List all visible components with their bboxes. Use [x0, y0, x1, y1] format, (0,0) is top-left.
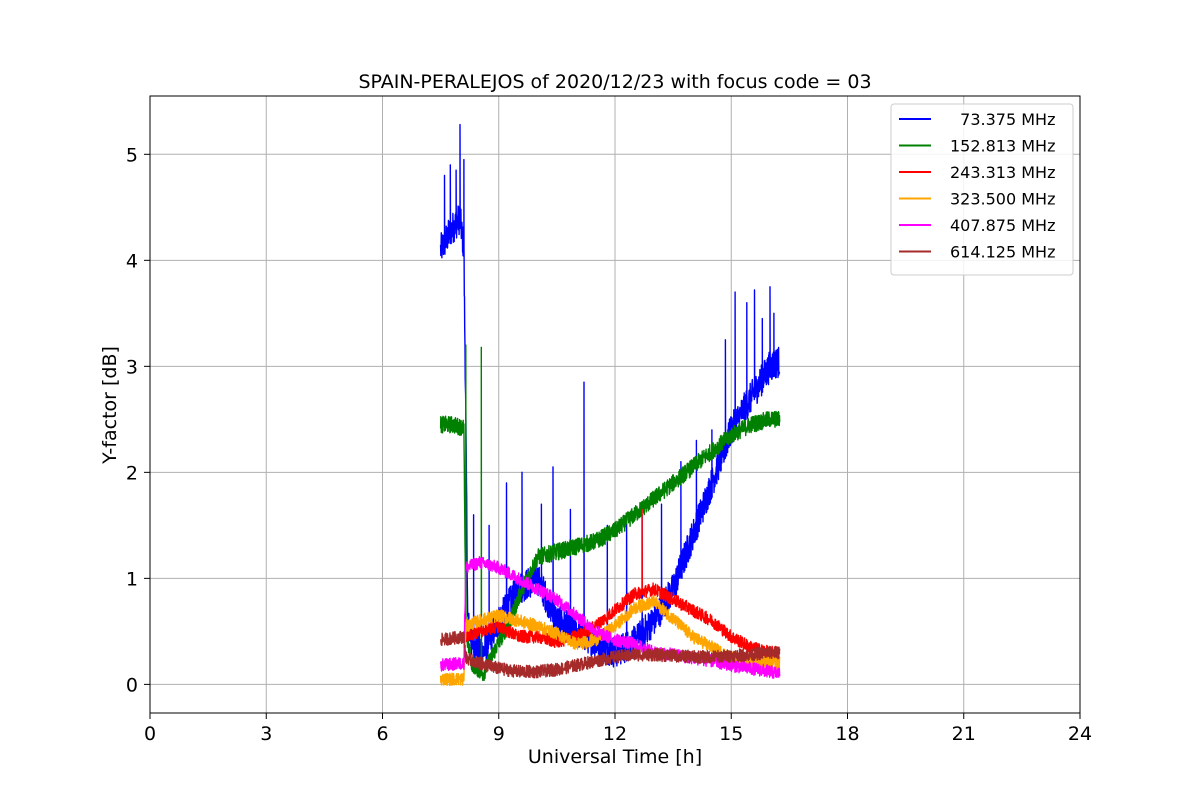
x-tick-label: 24: [1068, 723, 1092, 745]
x-tick-label: 21: [952, 723, 976, 745]
y-tick-label: 2: [126, 462, 138, 484]
series-line: [465, 508, 781, 659]
x-tick-label: 0: [144, 723, 156, 745]
x-tick-label: 18: [835, 723, 859, 745]
x-axis-label: Universal Time [h]: [528, 746, 702, 768]
chart-title: SPAIN-PERALEJOS of 2020/12/23 with focus…: [358, 71, 871, 93]
x-axis: 0 3 6 9 12 15 18 21 24: [144, 713, 1092, 745]
x-tick-label: 15: [719, 723, 743, 745]
legend-label: 323.500 MHz: [950, 190, 1055, 209]
x-tick-label: 6: [376, 723, 388, 745]
series-line: [439, 123, 781, 668]
y-axis-label: Y-factor [dB]: [99, 346, 121, 465]
y-tick-label: 3: [126, 356, 138, 378]
legend: 73.375 MHz 152.813 MHz 243.313 MHz 323.500 …: [890, 103, 1074, 276]
legend-label: 73.375 MHz: [950, 110, 1055, 129]
series-layer: [439, 123, 781, 687]
legend-box: [890, 103, 1074, 276]
legend-label: 152.813 MHz: [950, 137, 1055, 156]
x-tick-label: 12: [603, 723, 627, 745]
y-tick-label: 5: [126, 144, 138, 166]
series-line: [439, 556, 781, 679]
legend-label: 407.875 MHz: [950, 216, 1055, 235]
x-tick-label: 3: [260, 723, 272, 745]
series-line: [439, 630, 781, 679]
y-tick-label: 1: [126, 568, 138, 590]
y-tick-label: 0: [126, 674, 138, 696]
legend-label: 243.313 MHz: [950, 163, 1055, 182]
y-axis: 0 1 2 3 4 5: [126, 144, 150, 696]
series-line: [439, 344, 781, 682]
legend-label: 614.125 MHz: [950, 243, 1055, 262]
x-tick-label: 9: [493, 723, 505, 745]
y-tick-label: 4: [126, 250, 138, 272]
